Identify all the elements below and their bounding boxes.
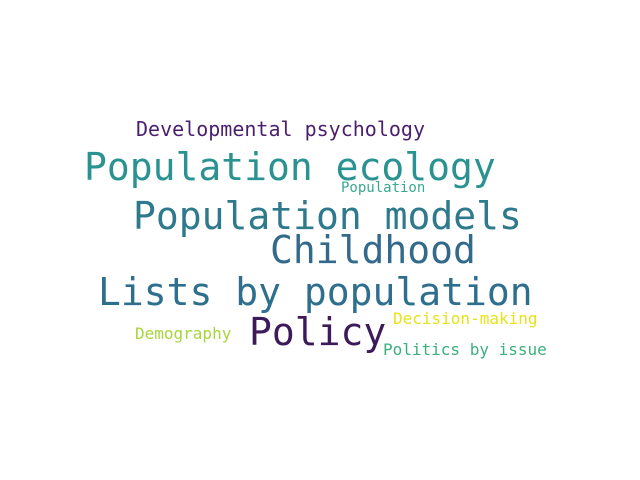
word-population: Population (341, 180, 426, 196)
word-policy: Policy (249, 310, 387, 354)
word-politics-by-issue: Politics by issue (383, 340, 547, 359)
word-developmental-psychology: Developmental psychology (136, 117, 425, 141)
word-childhood: Childhood (270, 228, 476, 272)
word-population-ecology: Population ecology (84, 145, 496, 189)
word-decision-making: Decision-making (393, 309, 538, 328)
word-demography: Demography (135, 324, 232, 343)
word-population-models: Population models (133, 194, 522, 238)
word-lists-by-population: Lists by population (98, 270, 533, 314)
